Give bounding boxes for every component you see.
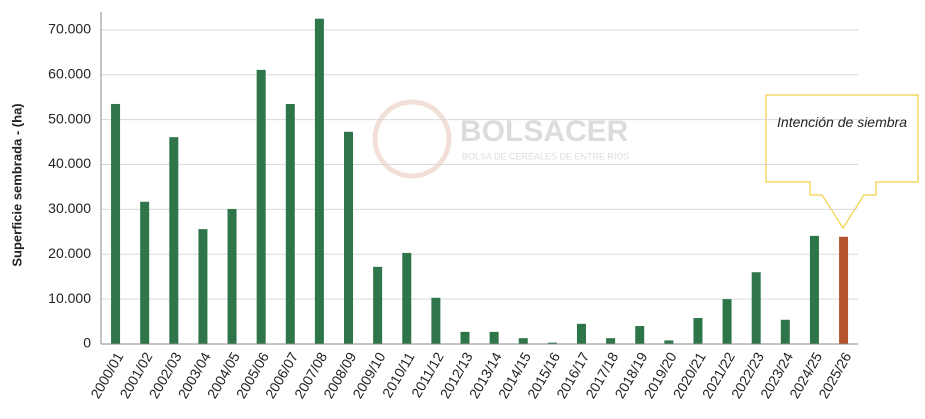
bar [751,272,761,344]
bar [809,235,819,344]
bar [140,201,150,344]
bar [489,331,499,344]
bar [227,208,237,344]
bar [460,331,470,344]
y-tick-label: 60.000 [48,66,91,82]
watermark-title: BOLSACER [460,115,629,148]
bar [285,103,295,344]
bar [198,229,208,344]
bar [780,319,790,344]
y-tick-label: 70.000 [48,21,91,37]
bar [635,326,645,344]
annotation: Intención de siembra [777,114,907,130]
bar [547,342,557,344]
bar [373,266,383,344]
y-tick-label: 40.000 [48,155,91,171]
bar [111,103,121,344]
bar [169,137,179,344]
bar [722,299,732,344]
bar [839,236,849,344]
bar [518,338,528,344]
bar [664,340,674,344]
bar [256,69,266,345]
y-axis-title: Superficie sembrada - (ha) [9,103,24,266]
y-tick-label: 30.000 [48,200,91,216]
bar [693,317,703,344]
bar [314,18,324,344]
bar [606,338,616,344]
watermark-logo [372,99,452,179]
callout [765,94,919,229]
bar [402,252,412,344]
bar [576,323,586,344]
watermark: BOLSACER BOLSA DE CEREALES DE ENTRE RÍOS [372,99,630,179]
bar [431,297,441,344]
watermark-subtitle: BOLSA DE CEREALES DE ENTRE RÍOS [462,151,630,161]
y-tick-label: 20.000 [48,245,91,261]
y-tick-label: 50.000 [48,110,91,126]
y-tick-label: 10.000 [48,290,91,306]
y-tick-label: 0 [83,335,91,351]
bar [344,131,354,344]
